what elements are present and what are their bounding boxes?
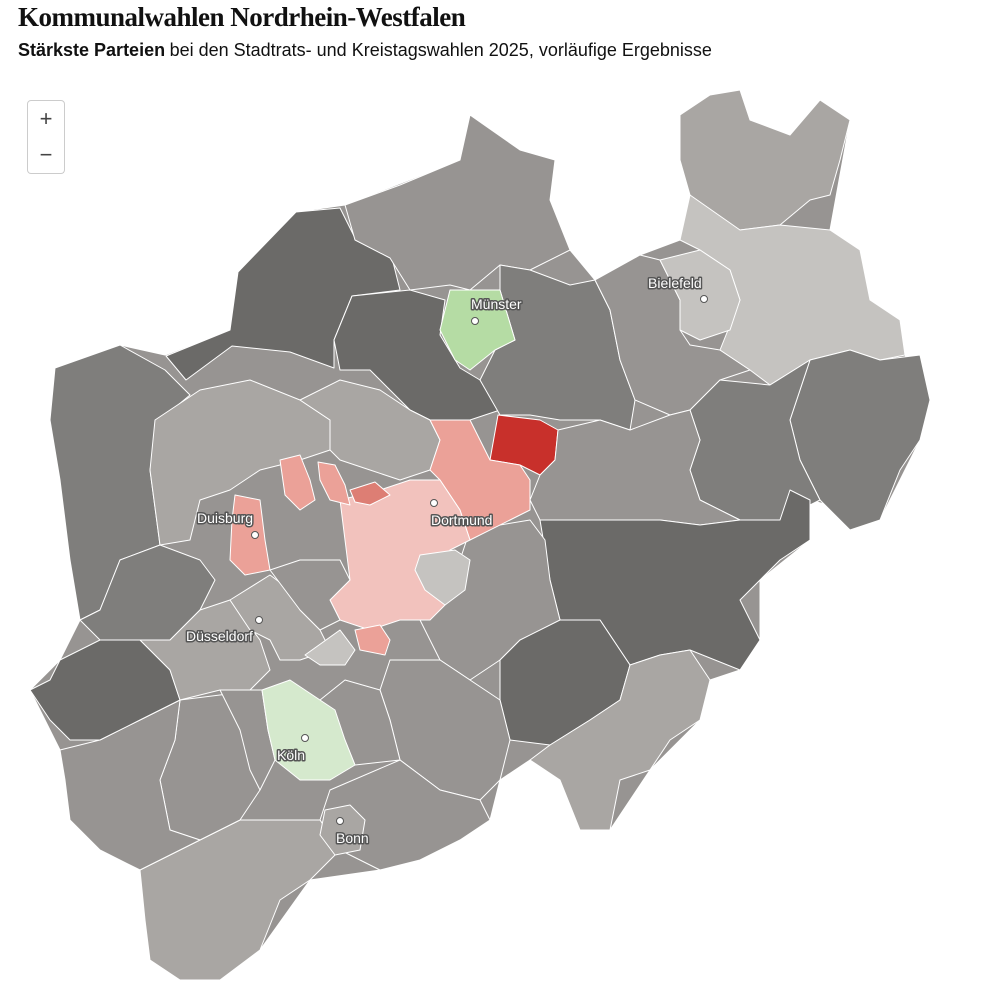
region	[269, 559, 351, 631]
city-label: Bonn	[336, 830, 369, 846]
city-label: Duisburg	[197, 510, 253, 526]
city-label: Münster	[471, 296, 522, 312]
cities: Münster Bielefeld Dortmund Duisburg Düss…	[185, 274, 708, 848]
region	[319, 804, 366, 856]
region	[317, 461, 351, 506]
region	[304, 629, 356, 666]
city-dot	[430, 499, 438, 507]
zoom-in-button[interactable]: +	[27, 100, 65, 138]
city-dot	[471, 317, 479, 325]
region	[349, 481, 391, 506]
region	[529, 649, 711, 831]
regions	[29, 89, 931, 981]
city-dot	[700, 295, 708, 303]
region	[354, 624, 391, 656]
region	[279, 454, 316, 511]
subtitle-text: bei den Stadtrats- und Kreistagswahlen 2…	[169, 40, 712, 60]
region	[229, 494, 271, 576]
city-dot	[255, 616, 263, 624]
region	[261, 679, 356, 781]
region	[79, 544, 216, 641]
region	[659, 249, 741, 341]
city-label: Dortmund	[431, 512, 492, 528]
city-dot	[301, 734, 309, 742]
city-dot	[251, 531, 259, 539]
region	[139, 599, 271, 701]
region	[429, 419, 531, 541]
region	[414, 549, 471, 606]
title: Kommunalwahlen Nordrhein-Westfalen	[18, 2, 466, 32]
region	[344, 114, 571, 291]
subtitle-bold: Stärkste Parteien	[18, 40, 166, 60]
city-dot	[336, 817, 344, 825]
region	[439, 289, 516, 371]
subtitle: Stärkste Parteien bei den Stadtrats- und …	[18, 40, 712, 61]
zoom-out-button[interactable]: −	[27, 137, 65, 174]
city-label: Bielefeld	[648, 275, 702, 291]
city-label: Köln	[277, 747, 305, 763]
city-label: Düsseldorf	[186, 628, 253, 644]
region	[149, 379, 331, 546]
region	[139, 819, 341, 981]
